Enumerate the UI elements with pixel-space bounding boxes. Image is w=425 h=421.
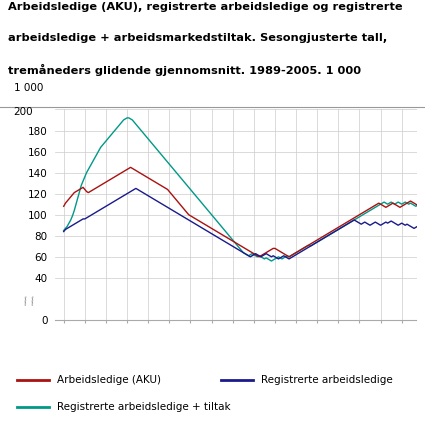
Text: Arbeidsledige (AKU): Arbeidsledige (AKU) (57, 375, 162, 385)
Text: Arbeidsledige (AKU), registrerte arbeidsledige og registrerte: Arbeidsledige (AKU), registrerte arbeids… (8, 2, 403, 12)
Text: tremåneders glidende gjennomsnitt. 1989-2005. 1 000: tremåneders glidende gjennomsnitt. 1989-… (8, 64, 362, 75)
Text: Registrerte arbeidsledige: Registrerte arbeidsledige (261, 375, 393, 385)
Text: 200: 200 (14, 107, 33, 117)
Text: /: / (30, 297, 36, 307)
Text: arbeidsledige + arbeidsmarkedstiltak. Sesongjusterte tall,: arbeidsledige + arbeidsmarkedstiltak. Se… (8, 33, 388, 43)
Text: /: / (23, 297, 29, 307)
Text: Registrerte arbeidsledige + tiltak: Registrerte arbeidsledige + tiltak (57, 402, 231, 412)
Text: 1 000: 1 000 (14, 83, 43, 93)
